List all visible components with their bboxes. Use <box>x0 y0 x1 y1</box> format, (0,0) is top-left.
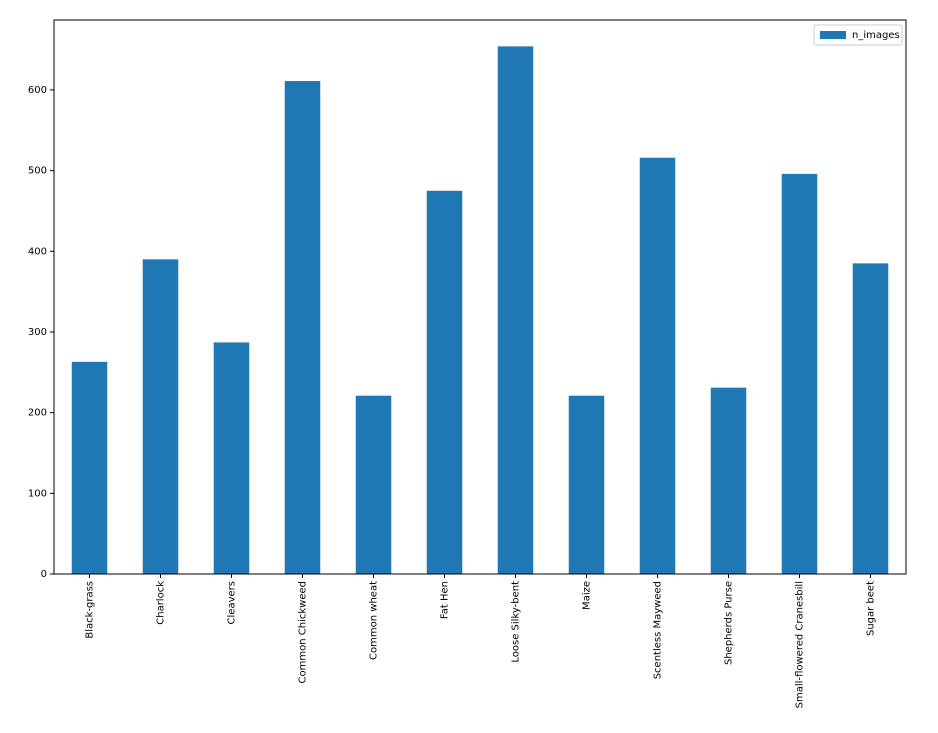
x-tick-label: Fat Hen <box>440 581 451 619</box>
bar <box>639 157 676 574</box>
x-tick-label: Common Chickweed <box>298 581 309 683</box>
bar <box>426 190 463 574</box>
x-tick-label: Scentless Mayweed <box>653 581 664 679</box>
bar <box>710 387 747 574</box>
y-tick-label: 300 <box>28 327 47 338</box>
x-tick-label: Cleavers <box>227 581 238 624</box>
plot-frame <box>53 19 907 575</box>
x-tick-label: Shepherds Purse <box>724 581 735 665</box>
y-tick-label: 0 <box>41 569 47 580</box>
bar <box>852 263 889 574</box>
bar <box>355 395 392 574</box>
legend-box <box>813 24 903 46</box>
bar <box>213 342 250 574</box>
x-tick-label: Loose Silky-bent <box>511 581 522 663</box>
y-tick-label: 400 <box>28 246 47 257</box>
bar <box>497 46 534 574</box>
bar <box>568 395 605 574</box>
y-tick-label: 200 <box>28 408 47 419</box>
y-tick-label: 100 <box>28 488 47 499</box>
x-tick-label: Common wheat <box>369 581 380 660</box>
x-tick-label: Charlock <box>156 581 167 625</box>
x-tick-label: Black-grass <box>85 581 96 639</box>
legend-swatch <box>820 31 846 39</box>
y-tick-label: 600 <box>28 85 47 96</box>
bar <box>142 259 179 574</box>
x-tick-label: Maize <box>582 581 593 610</box>
legend-label: n_images <box>852 30 900 41</box>
y-tick-label: 500 <box>28 166 47 177</box>
bar <box>781 173 818 574</box>
x-tick-label: Small-flowered Cranesbill <box>795 581 806 708</box>
x-tick-label: Sugar beet <box>866 581 877 636</box>
bar <box>71 361 108 574</box>
bar <box>284 81 321 574</box>
